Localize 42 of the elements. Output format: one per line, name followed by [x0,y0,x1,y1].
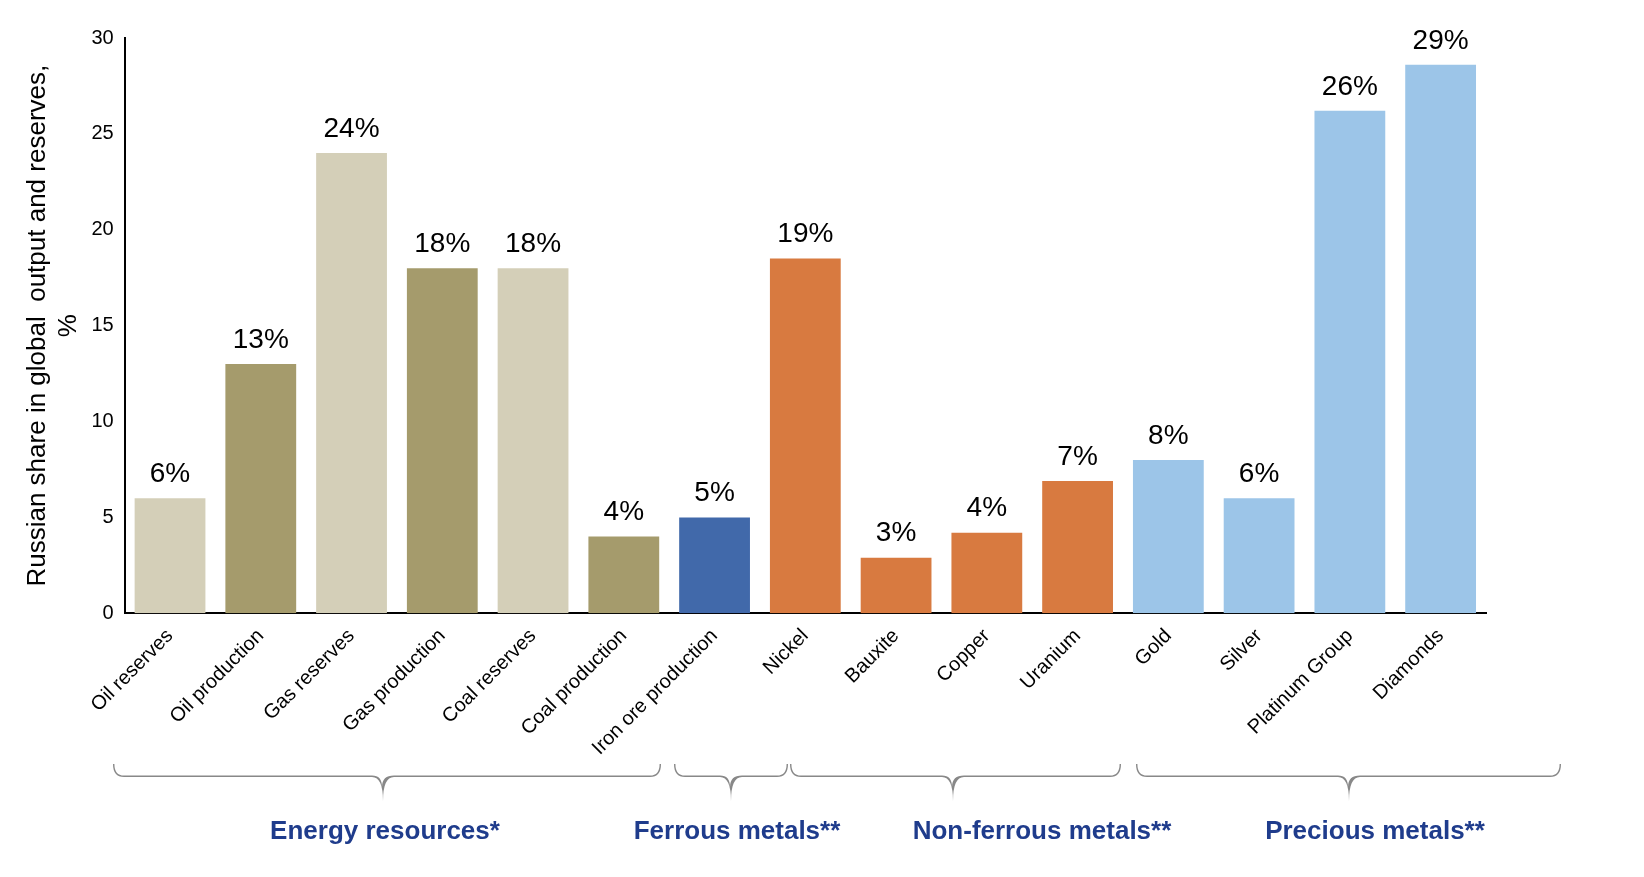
data-label: 3% [875,516,917,548]
data-label: 26% [1321,69,1378,101]
data-label: 29% [1412,23,1469,55]
data-label: 7% [1057,439,1098,471]
y-tick-label: 10 [91,409,114,432]
bar [1405,64,1477,614]
data-label: 18% [414,226,471,258]
y-tick-label: 5 [102,504,114,527]
bar [316,153,387,614]
y-tick-label: 30 [91,25,114,48]
bar [1042,481,1113,614]
data-label: 24% [323,111,380,143]
y-tick-label: 25 [91,121,114,144]
bar [406,268,478,614]
data-label: 4% [966,491,1008,523]
bar [860,557,932,614]
text: Energy resources* [269,815,501,846]
data-label: 6% [1238,456,1280,488]
bar [1314,110,1386,614]
bar [497,268,569,614]
text: Precious metals** [1264,815,1486,846]
bar [1132,459,1204,614]
bar [588,536,660,614]
data-label: 13% [232,322,289,354]
data-label: 18% [505,226,562,258]
y-axis-title: Russian share in global output and reserves, % [20,64,82,587]
bar [951,532,1023,614]
y-tick-label: 20 [91,217,114,240]
bar [134,498,206,614]
bar [225,364,297,614]
data-label: 19% [777,217,834,249]
text: Ferrous metals** [633,815,841,845]
bar [769,258,841,614]
bar [1223,498,1295,614]
text: Non-ferrous metals** [911,815,1173,846]
y-tick-label: 15 [91,313,114,336]
data-label: 6% [149,456,191,488]
data-label: 8% [1148,418,1189,450]
data-label: 5% [694,476,735,508]
data-label: 4% [603,495,645,527]
y-tick-label: 0 [102,600,114,623]
bar [679,517,750,614]
